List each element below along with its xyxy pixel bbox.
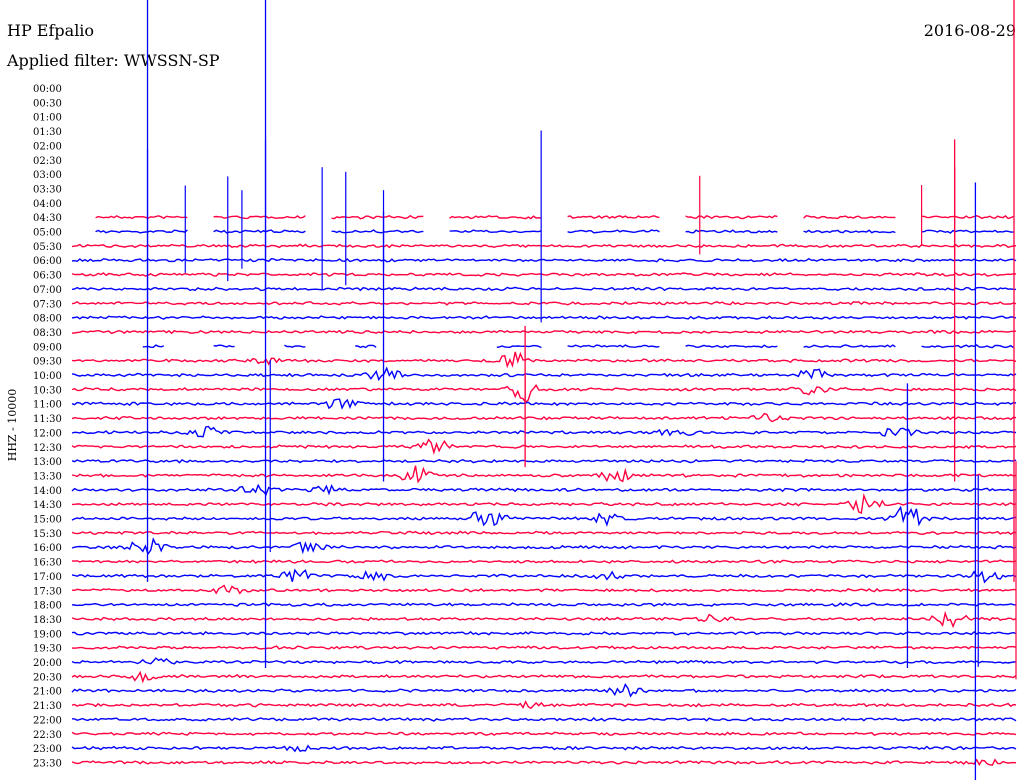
row-label-0030: 00:30 <box>33 98 62 109</box>
trace-0800 <box>71 315 1017 320</box>
row-label-0100: 01:00 <box>33 113 62 124</box>
trace-lines <box>71 214 1017 766</box>
row-label-1500: 15:00 <box>33 515 62 526</box>
trace-0700 <box>71 286 1017 292</box>
row-label-1800: 18:00 <box>33 601 62 612</box>
trace-1900 <box>71 631 1017 636</box>
trace-0630 <box>71 272 1017 277</box>
row-label-0730: 07:30 <box>33 299 62 310</box>
trace-0830 <box>71 329 1017 335</box>
trace-0430 <box>95 214 1014 220</box>
trace-2000 <box>71 657 1017 665</box>
row-label-0830: 08:30 <box>33 328 62 339</box>
trace-1630 <box>71 559 1017 564</box>
filter-label: Applied filter: WWSSN-SP <box>6 51 220 70</box>
trace-0930 <box>71 351 1017 369</box>
row-label-0400: 04:00 <box>33 199 62 210</box>
row-label-1730: 17:30 <box>33 586 62 597</box>
row-label-2000: 20:00 <box>33 658 62 669</box>
row-label-0430: 04:30 <box>33 213 62 224</box>
row-label-1700: 17:00 <box>33 572 62 583</box>
row-label-0300: 03:00 <box>33 170 62 181</box>
trace-1600 <box>71 537 1017 556</box>
station-title: HP Efpalio <box>7 21 94 40</box>
row-labels: 00:00 00:30 01:00 01:30 02:00 02:30 03:00 03:30… <box>33 84 62 769</box>
row-label-0930: 09:30 <box>33 357 62 368</box>
trace-1230 <box>71 438 1017 456</box>
trace-1400 <box>71 483 1017 496</box>
trace-1500 <box>71 505 1017 527</box>
row-label-0800: 08:00 <box>33 314 62 325</box>
row-label-1000: 10:00 <box>33 371 62 382</box>
row-label-0130: 01:30 <box>33 127 62 138</box>
trace-0730 <box>71 300 1017 306</box>
row-label-1430: 14:30 <box>33 500 62 511</box>
trace-1030 <box>71 384 1017 404</box>
trace-1330 <box>71 465 1017 484</box>
trace-2030 <box>71 670 1017 684</box>
row-label-0330: 03:30 <box>33 184 62 195</box>
row-label-1130: 11:30 <box>33 414 62 425</box>
trace-1730 <box>71 584 1017 595</box>
row-label-1200: 12:00 <box>33 428 62 439</box>
row-label-0900: 09:00 <box>33 342 62 353</box>
trace-0900 <box>142 344 1014 349</box>
row-label-1600: 16:00 <box>33 543 62 554</box>
recording-date: 2016-08-29 <box>924 21 1016 40</box>
row-label-1930: 19:30 <box>33 644 62 655</box>
trace-1200 <box>71 425 1017 438</box>
trace-0530 <box>71 243 1017 249</box>
row-label-1530: 15:30 <box>33 529 62 540</box>
row-label-2330: 23:30 <box>33 758 62 769</box>
trace-1700 <box>71 568 1017 584</box>
row-label-1030: 10:30 <box>33 385 62 396</box>
trace-1300 <box>71 458 1017 464</box>
row-label-0700: 07:00 <box>33 285 62 296</box>
row-label-0630: 06:30 <box>33 271 62 282</box>
row-label-1630: 16:30 <box>33 558 62 569</box>
row-label-1230: 12:30 <box>33 443 62 454</box>
row-label-1300: 13:00 <box>33 457 62 468</box>
trace-1930 <box>71 645 1017 650</box>
trace-2230 <box>71 731 1017 737</box>
trace-2130 <box>71 700 1017 710</box>
row-label-0230: 02:30 <box>33 156 62 167</box>
row-label-1100: 11:00 <box>33 400 62 411</box>
trace-1000 <box>71 366 1017 382</box>
row-label-2230: 22:30 <box>33 730 62 741</box>
tall-spike-lines <box>146 0 1017 780</box>
trace-0500 <box>95 229 1014 234</box>
row-label-2030: 20:30 <box>33 672 62 683</box>
trace-2330 <box>71 758 1017 766</box>
trace-1430 <box>71 492 1017 514</box>
trace-0600 <box>71 257 1017 263</box>
trace-2100 <box>71 683 1017 698</box>
trace-1530 <box>71 530 1017 536</box>
row-label-0000: 00:00 <box>33 84 62 95</box>
row-label-1400: 14:00 <box>33 486 62 497</box>
row-label-0600: 06:00 <box>33 256 62 267</box>
trace-1130 <box>71 412 1017 423</box>
row-label-0530: 05:30 <box>33 242 62 253</box>
channel-label: HHZ - 10000 <box>6 389 19 462</box>
trace-1830 <box>71 610 1017 629</box>
row-label-0500: 05:00 <box>33 228 62 239</box>
row-label-1900: 19:00 <box>33 629 62 640</box>
trace-1800 <box>71 602 1017 607</box>
trace-2200 <box>71 717 1017 722</box>
row-label-2100: 21:00 <box>33 687 62 698</box>
trace-2300 <box>71 744 1017 753</box>
row-label-0200: 02:00 <box>33 141 62 152</box>
row-label-1330: 13:30 <box>33 471 62 482</box>
row-label-2130: 21:30 <box>33 701 62 712</box>
row-label-2300: 23:00 <box>33 744 62 755</box>
row-label-2200: 22:00 <box>33 715 62 726</box>
row-label-1830: 18:30 <box>33 615 62 626</box>
trace-1100 <box>71 398 1017 410</box>
